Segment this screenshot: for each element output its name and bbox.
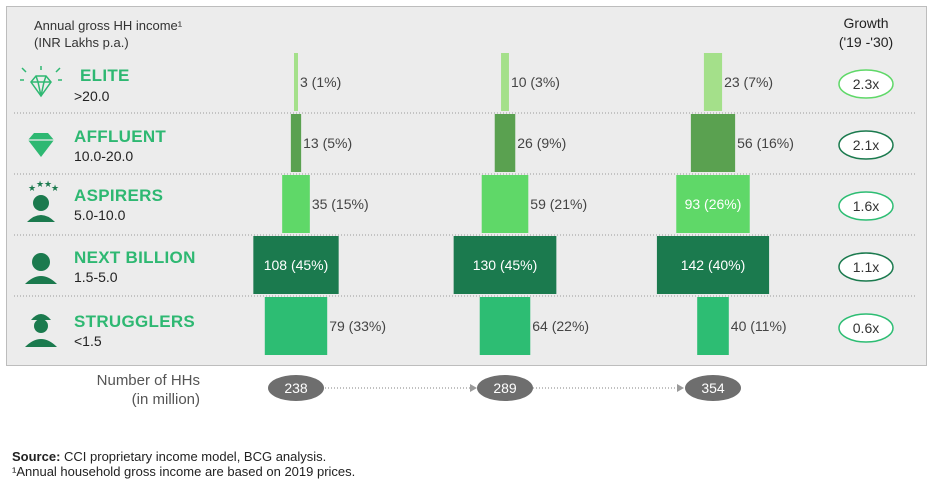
bar-next-billion-1 xyxy=(253,236,339,294)
totals-label-line2: (in million) xyxy=(131,391,200,408)
growth-badge xyxy=(838,313,894,343)
bar-label: 56 (16%) xyxy=(737,135,794,151)
person-icon xyxy=(25,253,57,284)
bar-affluent-3 xyxy=(690,114,736,172)
bar-strugglers-3 xyxy=(697,297,729,355)
bar-strugglers-1 xyxy=(264,297,328,355)
growth-title: Growth xyxy=(843,15,889,31)
bar-label: 64 (22%) xyxy=(532,318,589,334)
bar-elite-2 xyxy=(501,53,509,111)
bar-label: 35 (15%) xyxy=(312,196,369,212)
total-value: 238 xyxy=(284,380,308,396)
growth-value: 1.6x xyxy=(853,198,879,214)
bar-label: 142 (40%) xyxy=(681,257,746,273)
bar-label: 26 (9%) xyxy=(517,135,566,151)
growth-header: Growth ('19 -'30) xyxy=(826,14,906,52)
growth-value: 1.1x xyxy=(853,259,879,275)
growth-period: ('19 -'30) xyxy=(838,34,894,50)
bar-aspirers-2 xyxy=(481,175,529,233)
bar-strugglers-2 xyxy=(479,297,531,355)
growth-badge xyxy=(838,69,894,99)
bar-elite-3 xyxy=(703,53,723,111)
growth-badge xyxy=(838,191,894,221)
diamond-outline-icon xyxy=(20,66,62,98)
bar-elite-1 xyxy=(294,53,298,111)
total-badge xyxy=(685,375,741,401)
bar-label: 108 (45%) xyxy=(264,257,329,273)
bar-aspirers-3 xyxy=(676,175,750,233)
diamond-solid-icon xyxy=(28,133,54,157)
total-badge xyxy=(477,375,533,401)
svg-text:★: ★ xyxy=(44,179,52,189)
totals-label-line1: Number of HHs xyxy=(96,372,200,389)
income-axis-title: Annual gross HH income¹ (INR Lakhs p.a.) xyxy=(34,17,182,51)
growth-value: 0.6x xyxy=(853,320,879,336)
chart-panel xyxy=(6,6,927,366)
income-title: Annual gross HH income¹ xyxy=(34,18,183,33)
bar-aspirers-1 xyxy=(282,175,310,233)
bar-label: 130 (45%) xyxy=(473,257,538,273)
totals-axis-label: Number of HHs (in million) xyxy=(60,371,200,409)
arrow-head-icon xyxy=(677,384,684,392)
growth-badge xyxy=(838,130,894,160)
bar-label: 79 (33%) xyxy=(329,318,386,334)
source-label: Source: xyxy=(12,449,61,464)
bar-affluent-2 xyxy=(494,114,516,172)
total-value: 289 xyxy=(493,380,517,396)
source-text: CCI proprietary income model, BCG analys… xyxy=(60,449,327,464)
growth-value: 2.1x xyxy=(853,137,879,153)
segment-range-strugglers: <1.5 xyxy=(74,333,102,349)
footnote: ¹Annual household gross income are based… xyxy=(12,464,356,479)
segment-name-elite: ELITE xyxy=(80,66,130,85)
total-value: 354 xyxy=(701,380,725,396)
segment-name-strugglers: STRUGGLERS xyxy=(74,312,196,331)
growth-value: 2.3x xyxy=(853,76,879,92)
segment-name-aspirers: ASPIRERS xyxy=(74,186,164,205)
bar-label: 13 (5%) xyxy=(303,135,352,151)
svg-text:★: ★ xyxy=(51,183,59,193)
bar-next-billion-2 xyxy=(453,236,557,294)
bar-label: 23 (7%) xyxy=(724,74,773,90)
growth-badge xyxy=(838,252,894,282)
segment-range-next-billion: 1.5-5.0 xyxy=(74,269,118,285)
person-stars-icon: ★ ★ ★ ★ xyxy=(27,179,59,222)
income-unit: (INR Lakhs p.a.) xyxy=(34,35,129,50)
bar-label: 3 (1%) xyxy=(300,74,341,90)
total-badge xyxy=(268,375,324,401)
segment-name-next-billion: NEXT BILLION xyxy=(74,248,196,267)
segment-range-elite: >20.0 xyxy=(74,88,110,104)
segment-name-affluent: AFFLUENT xyxy=(74,127,167,146)
svg-text:★: ★ xyxy=(28,183,36,193)
segment-range-affluent: 10.0-20.0 xyxy=(74,148,134,164)
arrow-head-icon xyxy=(470,384,477,392)
segment-range-aspirers: 5.0-10.0 xyxy=(74,207,126,223)
bar-label: 93 (26%) xyxy=(685,196,742,212)
bar-label: 40 (11%) xyxy=(731,318,787,334)
bar-label: 10 (3%) xyxy=(511,74,560,90)
svg-text:★: ★ xyxy=(36,179,44,189)
bar-label: 59 (21%) xyxy=(530,196,587,212)
source-note: Source: CCI proprietary income model, BC… xyxy=(12,449,326,464)
bar-affluent-1 xyxy=(290,114,302,172)
bar-next-billion-3 xyxy=(656,236,770,294)
worker-cap-icon xyxy=(25,314,57,347)
